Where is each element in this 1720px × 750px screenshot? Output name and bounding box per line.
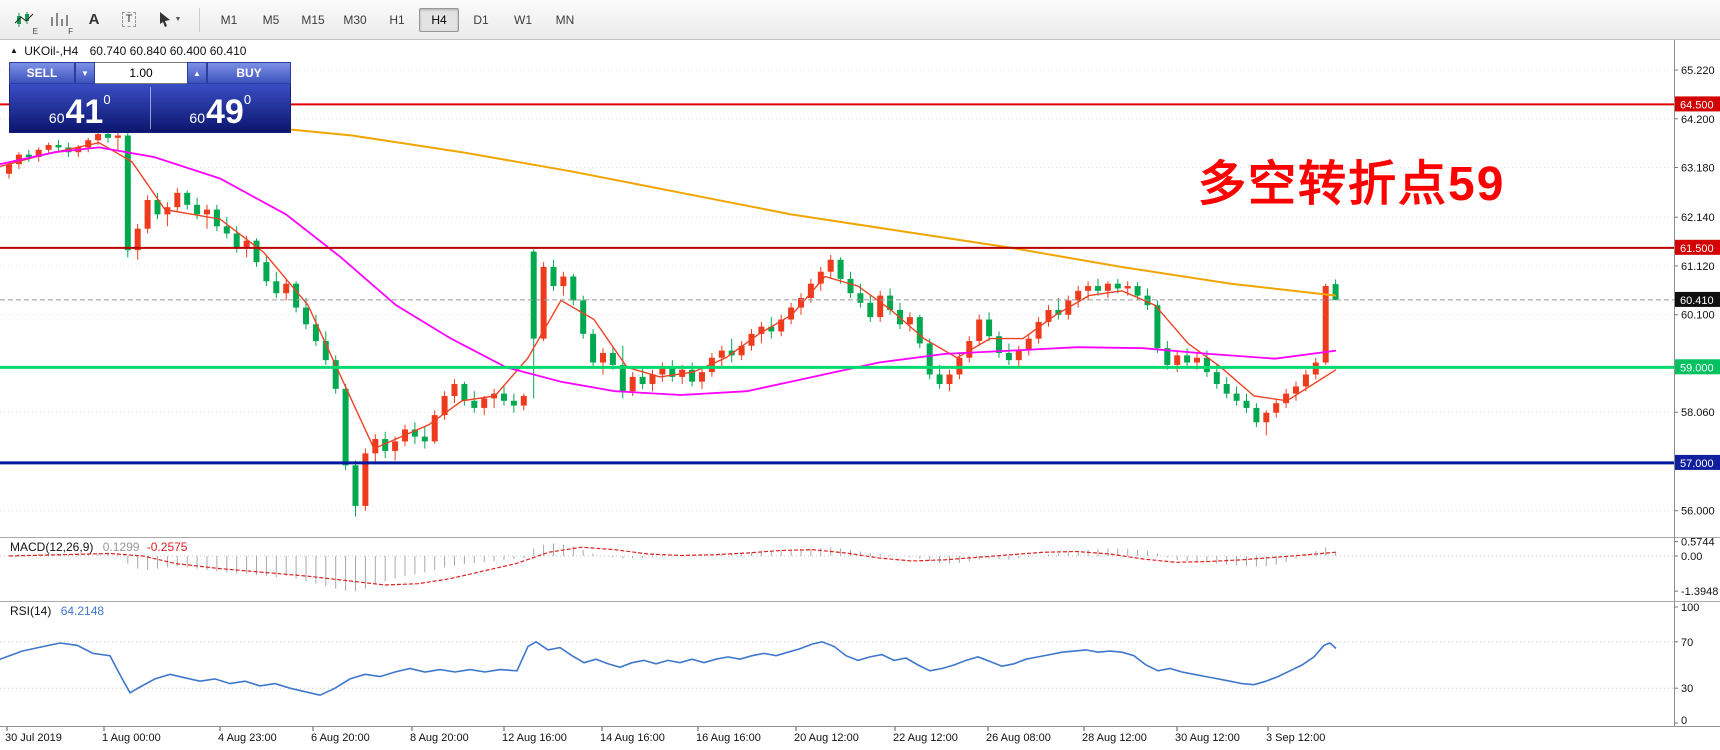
svg-text:70: 70	[1681, 637, 1693, 649]
timeframe-button-m5[interactable]: M5	[262, 12, 280, 27]
svg-text:61.120: 61.120	[1681, 261, 1715, 273]
chart-annotation-text: 多空转折点59	[1198, 158, 1506, 211]
macd-title: MACD(12,26,9)	[10, 540, 94, 554]
volume-decrease-button[interactable]: ▼	[75, 62, 95, 84]
macd-main-value: 0.1299	[102, 540, 140, 554]
indicators-sub-label: F	[68, 26, 73, 36]
svg-text:63.180: 63.180	[1681, 163, 1715, 175]
textbox-tool-button[interactable]: T	[113, 4, 145, 36]
text-tool-icon: A	[88, 11, 100, 28]
svg-text:0.5744: 0.5744	[1681, 537, 1715, 549]
svg-text:30 Aug 12:00: 30 Aug 12:00	[1175, 732, 1240, 744]
svg-text:-1.3948: -1.3948	[1681, 586, 1718, 598]
svg-text:58.060: 58.060	[1681, 407, 1715, 419]
timeframe-button-h4[interactable]: H4	[419, 7, 459, 32]
sell-price-display[interactable]: 60 41 0	[10, 84, 150, 132]
chart-header: ▲ UKOil-,H4 60.740 60.840 60.400 60.410	[10, 44, 246, 58]
volume-input[interactable]	[95, 62, 187, 84]
buy-price-pipette: 0	[243, 92, 252, 107]
candlestick-chart-icon	[14, 11, 34, 27]
timeframe-group: M1 M5 M15 M30 H1 H4 D1 W1 MN	[209, 7, 585, 32]
svg-text:61.500: 61.500	[1680, 243, 1714, 255]
rsi-indicator-label: RSI(14) 64.2148	[10, 604, 104, 618]
svg-text:0.00: 0.00	[1681, 551, 1702, 563]
chart-type-sub-label: E	[32, 26, 38, 36]
buy-price-integer: 60	[189, 110, 205, 126]
one-click-trading-panel: SELL ▼ ▲ BUY 60 41 0 60 49 0	[9, 62, 291, 133]
svg-text:64.200: 64.200	[1681, 114, 1715, 126]
macd-signal-value: -0.2575	[146, 540, 188, 554]
svg-text:100: 100	[1681, 602, 1699, 614]
svg-text:6 Aug 20:00: 6 Aug 20:00	[311, 732, 370, 744]
svg-text:60.100: 60.100	[1681, 310, 1715, 322]
rsi-value: 64.2148	[60, 604, 105, 618]
timeframe-button-d1[interactable]: D1	[473, 12, 489, 27]
timeframe-button-mn[interactable]: MN	[555, 12, 575, 27]
buy-price-display[interactable]: 60 49 0	[151, 84, 291, 132]
svg-text:16 Aug 16:00: 16 Aug 16:00	[696, 732, 761, 744]
svg-text:26 Aug 08:00: 26 Aug 08:00	[986, 732, 1051, 744]
svg-text:3 Sep 12:00: 3 Sep 12:00	[1266, 732, 1325, 744]
price-divider	[149, 87, 151, 129]
svg-text:4 Aug 23:00: 4 Aug 23:00	[218, 732, 277, 744]
timeframe-button-m15[interactable]: M15	[301, 12, 325, 27]
chart-marker-icon: ▲	[10, 46, 18, 55]
svg-text:62.140: 62.140	[1681, 212, 1715, 224]
cursor-icon	[159, 12, 170, 27]
timeframe-button-m1[interactable]: M1	[220, 12, 238, 27]
svg-text:30 Jul 2019: 30 Jul 2019	[5, 732, 62, 744]
textbox-tool-icon: T	[121, 12, 137, 27]
svg-text:64.500: 64.500	[1680, 99, 1714, 111]
svg-text:60.410: 60.410	[1680, 295, 1714, 307]
timeframe-button-h1[interactable]: H1	[389, 12, 405, 27]
ohlc-values: 60.740 60.840 60.400 60.410	[89, 44, 247, 58]
timeframe-button-m30[interactable]: M30	[343, 12, 367, 27]
sell-button[interactable]: SELL	[9, 62, 75, 84]
svg-text:28 Aug 12:00: 28 Aug 12:00	[1082, 732, 1147, 744]
buy-button[interactable]: BUY	[207, 62, 291, 84]
sell-price-pips: 41	[65, 93, 104, 132]
svg-text:0: 0	[1681, 715, 1687, 727]
sell-price-pipette: 0	[103, 92, 111, 107]
svg-text:20 Aug 12:00: 20 Aug 12:00	[794, 732, 859, 744]
toolbar: E F A T ▼ M1 M5 M15 M30 H1 H4 D1 W1 MN	[0, 0, 1720, 40]
indicator-grid-icon	[51, 12, 68, 26]
svg-text:22 Aug 12:00: 22 Aug 12:00	[893, 732, 958, 744]
text-tool-button[interactable]: A	[78, 4, 110, 36]
buy-price-pips: 49	[206, 93, 244, 132]
chevron-down-icon: ▼	[174, 16, 182, 23]
svg-text:59.000: 59.000	[1680, 362, 1714, 374]
toolbar-separator	[199, 7, 200, 32]
indicators-button[interactable]: F	[43, 4, 75, 36]
svg-text:56.000: 56.000	[1681, 506, 1715, 518]
cursor-tool-button[interactable]: ▼	[148, 4, 190, 36]
macd-indicator-label: MACD(12,26,9) 0.1299 -0.2575	[10, 540, 187, 554]
chart-type-button[interactable]: E	[8, 4, 40, 36]
svg-text:57.000: 57.000	[1680, 458, 1714, 470]
svg-text:30: 30	[1681, 683, 1693, 695]
svg-text:8 Aug 20:00: 8 Aug 20:00	[410, 732, 469, 744]
sell-price-integer: 60	[48, 110, 65, 126]
svg-text:65.220: 65.220	[1681, 65, 1715, 77]
svg-text:14 Aug 16:00: 14 Aug 16:00	[600, 732, 665, 744]
svg-text:1 Aug 00:00: 1 Aug 00:00	[102, 732, 161, 744]
symbol-timeframe-label: UKOil-,H4	[24, 44, 79, 58]
svg-text:12 Aug 16:00: 12 Aug 16:00	[502, 732, 567, 744]
timeframe-button-w1[interactable]: W1	[514, 12, 532, 27]
volume-increase-button[interactable]: ▲	[187, 62, 207, 84]
rsi-title: RSI(14)	[10, 604, 52, 618]
